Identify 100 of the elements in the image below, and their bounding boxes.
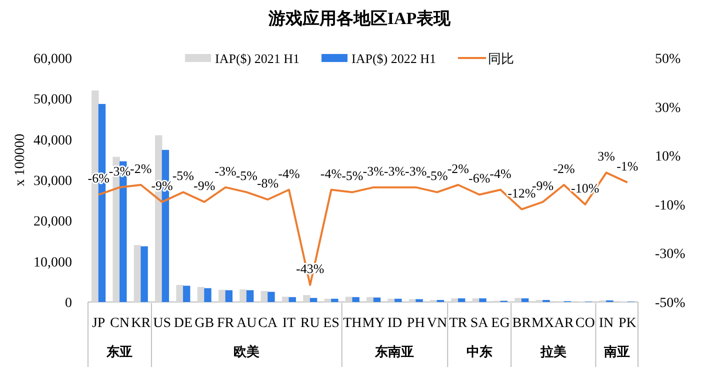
bar — [521, 298, 529, 302]
y-tick-label: 60,000 — [34, 52, 72, 67]
data-label: 3% — [598, 148, 616, 164]
data-label: -5% — [236, 168, 258, 184]
y2-tick-label: -10% — [655, 198, 686, 214]
x-tick-label: CA — [258, 316, 278, 331]
y2-tick-label: 10% — [655, 150, 681, 165]
x-tick-label: PH — [406, 316, 425, 331]
data-label: -9% — [194, 178, 216, 193]
legend-label: IAP($) 2021 H1 — [215, 51, 300, 66]
x-tick-label: KR — [131, 316, 152, 331]
y2-tick-label: -50% — [655, 296, 686, 311]
bar — [183, 286, 190, 302]
bar — [514, 298, 522, 302]
x-tick-label: IN — [598, 316, 614, 331]
bar — [140, 246, 148, 302]
data-label: -4% — [320, 166, 342, 181]
bar — [394, 298, 402, 302]
x-tick-label: TH — [343, 316, 362, 331]
y-tick-label: 20,000 — [34, 214, 72, 230]
x-tick-label: FR — [216, 316, 235, 331]
x-tick-label: BR — [512, 316, 532, 331]
x-tick-label: DE — [174, 316, 193, 331]
x-tick-label: IT — [282, 316, 296, 331]
data-label: -2% — [447, 160, 470, 176]
text: 中东 — [466, 344, 492, 359]
data-label: -5% — [426, 168, 448, 184]
x-tick-label: ID — [387, 316, 402, 331]
data-label: -3% — [362, 163, 385, 178]
x-tick-label: TR — [449, 316, 468, 331]
bar — [345, 296, 353, 302]
bar — [388, 298, 395, 302]
bar — [479, 298, 486, 302]
bar — [324, 298, 332, 302]
data-label: -2% — [553, 160, 575, 176]
bar — [282, 296, 290, 302]
data-label: -4% — [490, 166, 512, 181]
legend-label: 同比 — [488, 51, 514, 66]
data-label: -1% — [616, 158, 638, 174]
bar — [176, 284, 184, 302]
bar — [134, 245, 142, 302]
data-label: -6% — [468, 170, 490, 186]
text: 拉美 — [539, 344, 566, 359]
text: 东南亚 — [374, 344, 414, 359]
bar — [458, 298, 466, 302]
bar — [218, 290, 226, 302]
x-tick-label: EG — [491, 316, 510, 331]
text: 南亚 — [602, 344, 630, 359]
bar — [240, 289, 247, 302]
data-label: -3% — [384, 163, 406, 178]
y2-tick-label: 30% — [655, 100, 681, 116]
y2-tick-label: 50% — [655, 52, 681, 67]
y-tick-label: 30,000 — [34, 174, 72, 189]
x-tick-label: AU — [236, 316, 257, 331]
data-label: -2% — [130, 160, 152, 176]
data-label: -8% — [256, 176, 279, 191]
y-tick-label: 40,000 — [34, 133, 72, 148]
bar — [366, 297, 374, 302]
data-label: -3% — [405, 163, 427, 178]
bar — [451, 298, 458, 302]
chart-title: 游戏应用各地区IAP表现 — [267, 9, 452, 28]
y-tick-label: 10,000 — [34, 255, 72, 270]
bar — [260, 291, 268, 302]
bar — [310, 298, 318, 302]
bar — [204, 288, 212, 302]
x-tick-label: SA — [470, 316, 490, 331]
bar — [408, 299, 416, 302]
bar — [288, 297, 296, 302]
y2-tick-label: -30% — [655, 247, 686, 262]
bar — [225, 290, 233, 302]
text: 东亚 — [106, 344, 133, 359]
x-tick-label: JP — [92, 316, 106, 331]
x-tick-label: MX — [532, 316, 554, 331]
y-axis-title: x 100000 — [13, 134, 28, 186]
bar — [331, 298, 338, 302]
x-tick-label: AR — [554, 316, 574, 331]
bar — [246, 290, 254, 302]
bar — [416, 299, 423, 302]
bar — [352, 297, 360, 302]
x-tick-label: ES — [323, 316, 340, 331]
bar — [268, 292, 275, 302]
data-label: -5% — [342, 168, 364, 184]
x-tick-label: CN — [110, 316, 130, 331]
legend-label: IAP($) 2022 H1 — [352, 51, 436, 66]
y-tick-label: 0 — [65, 296, 72, 311]
bar — [373, 298, 381, 302]
text: 欧美 — [234, 344, 260, 359]
x-tick-label: VN — [426, 316, 448, 331]
x-tick-label: MY — [362, 316, 385, 331]
data-label: -4% — [278, 166, 300, 181]
y-tick-label: 50,000 — [34, 92, 72, 108]
x-tick-label: RU — [300, 316, 320, 331]
data-label: -3% — [214, 163, 236, 178]
x-tick-label: CO — [575, 316, 595, 331]
bar — [303, 295, 310, 302]
bar — [197, 286, 205, 302]
data-label: -5% — [172, 168, 194, 184]
x-tick-label: GB — [194, 316, 214, 331]
x-tick-label: US — [153, 316, 171, 331]
x-tick-label: PK — [618, 316, 636, 331]
